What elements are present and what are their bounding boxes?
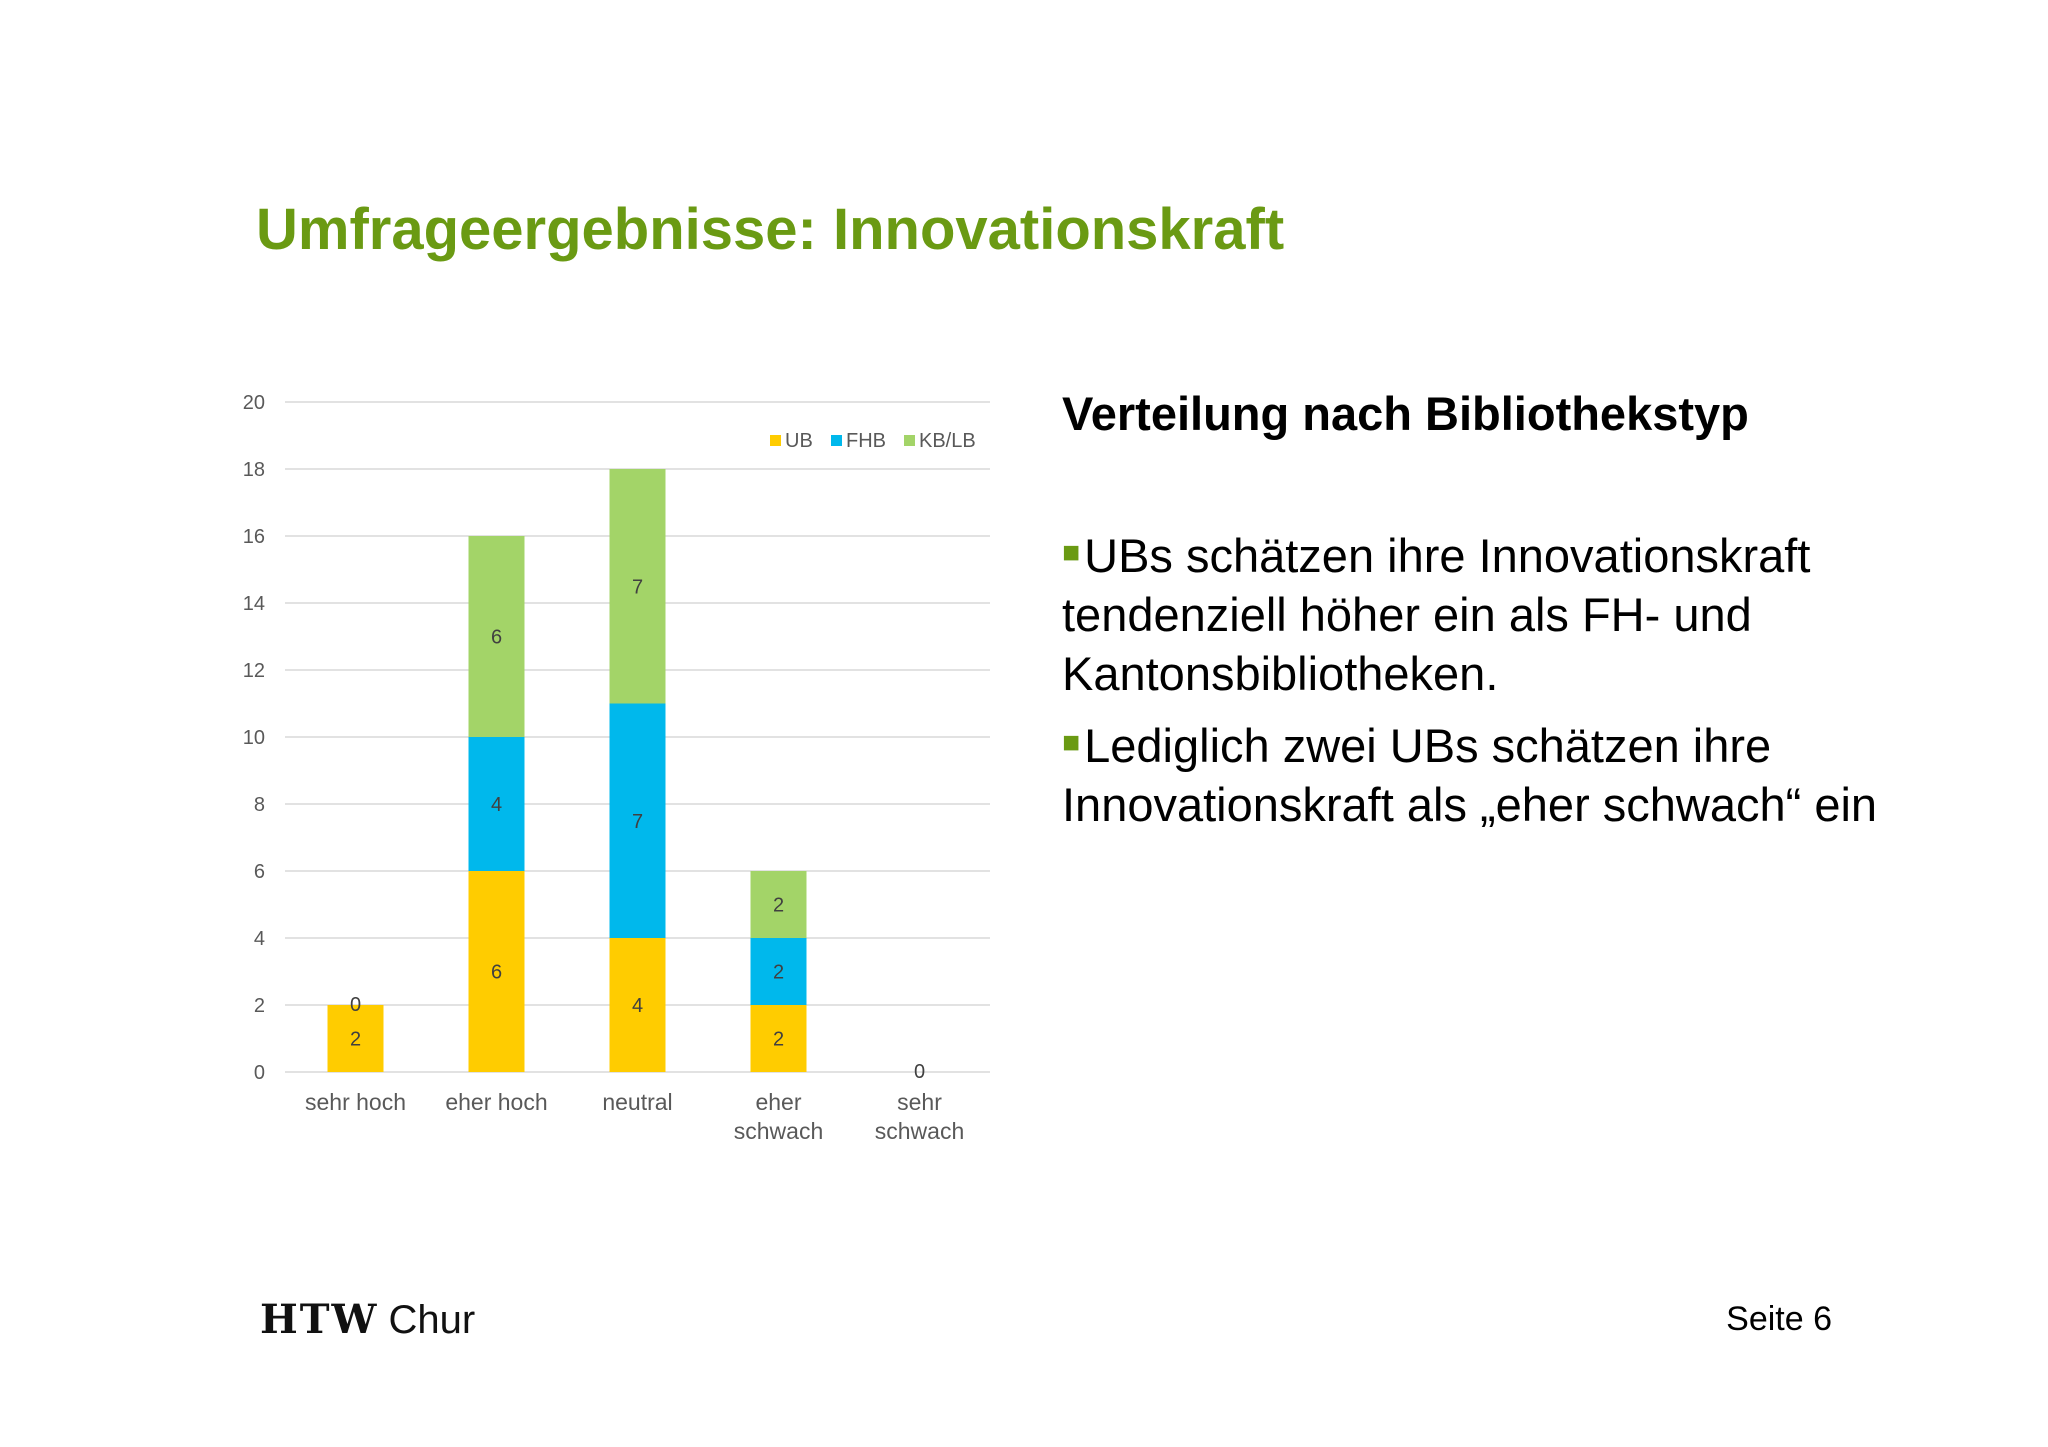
data-label: 2 [773, 1029, 784, 1051]
page-number: Seite 6 [1726, 1300, 1832, 1338]
square-bullet-icon: ■ [1062, 726, 1081, 759]
slide-title: Umfrageergebnisse: Innovationskraft [256, 197, 1285, 262]
bar-segment [750, 1005, 807, 1072]
data-label: 0 [914, 1061, 925, 1083]
y-tick-label: 18 [243, 459, 265, 481]
bar-segment [468, 536, 525, 737]
legend-swatch [770, 435, 781, 446]
htw-chur-logo: HTW Chur [260, 1296, 475, 1343]
data-label: 2 [773, 895, 784, 917]
bar-segment [609, 703, 666, 938]
data-label: 0 [350, 994, 361, 1016]
x-tick-label: eher [755, 1089, 801, 1115]
logo-bold-text: HTW [260, 1296, 379, 1343]
data-label: 7 [632, 811, 643, 833]
bullet-list: ■UBs schätzen ihre Innovationskraft tend… [1062, 523, 1962, 834]
bar-segment [468, 737, 525, 871]
legend-label: UB [785, 430, 813, 452]
bullet-text: UBs schätzen ihre Innovationskraft tende… [1062, 529, 1811, 700]
y-tick-label: 14 [243, 593, 265, 615]
x-tick-label: sehr hoch [305, 1089, 406, 1115]
y-tick-label: 20 [243, 392, 265, 414]
y-tick-label: 2 [254, 995, 265, 1017]
x-tick-label: schwach [734, 1118, 823, 1144]
square-bullet-icon: ■ [1062, 536, 1081, 569]
data-label: 6 [491, 962, 502, 984]
bar-segment [609, 938, 666, 1072]
data-label: 2 [350, 1029, 361, 1051]
x-tick-label: sehr [897, 1089, 942, 1115]
legend-swatch [831, 435, 842, 446]
x-tick-label: neutral [602, 1089, 672, 1115]
logo-light-text: Chur [388, 1298, 476, 1342]
bar-segment [609, 469, 666, 704]
bullet-text: Lediglich zwei UBs schätzen ihre Innovat… [1062, 719, 1878, 831]
y-tick-label: 6 [254, 861, 265, 883]
stacked-bar-chart: 0 2 4 6 8 10 12 14 16 18 20 sehr hoch eher hoch neutr… [220, 380, 1020, 1180]
legend-swatch [904, 435, 915, 446]
x-tick-label: schwach [875, 1118, 964, 1144]
legend-label: FHB [846, 430, 886, 452]
data-label: 4 [632, 995, 643, 1017]
y-tick-label: 8 [254, 794, 265, 816]
bar-segment [327, 1005, 384, 1072]
y-tick-label: 10 [243, 727, 265, 749]
y-tick-label: 16 [243, 526, 265, 548]
bar-segment [750, 938, 807, 1005]
data-label: 4 [491, 794, 502, 816]
bullet-item: ■UBs schätzen ihre Innovationskraft tend… [1062, 523, 1962, 703]
legend-label: KB/LB [919, 430, 976, 452]
data-label: 6 [491, 627, 502, 649]
bullet-item: ■Lediglich zwei UBs schätzen ihre Innova… [1062, 713, 1962, 834]
section-heading: Verteilung nach Bibliothekstyp [1062, 387, 1749, 440]
data-label: 7 [632, 576, 643, 598]
y-tick-label: 4 [254, 928, 265, 950]
bar-segment [750, 871, 807, 938]
x-tick-label: eher hoch [445, 1089, 547, 1115]
data-label: 2 [773, 962, 784, 984]
y-tick-label: 12 [243, 660, 265, 682]
bar-segment [468, 871, 525, 1072]
y-tick-label: 0 [254, 1062, 265, 1084]
text-panel: Verteilung nach Bibliothekstyp ■UBs schä… [1062, 386, 1962, 844]
